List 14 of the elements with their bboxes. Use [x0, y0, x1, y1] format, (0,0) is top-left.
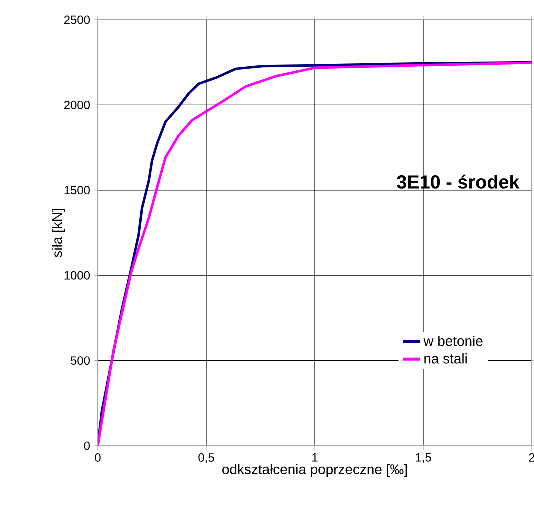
y-tick-label: 500 — [71, 356, 90, 366]
x-tick-label: 0 — [95, 454, 101, 462]
y-axis-title: siła [kN] — [52, 209, 66, 258]
x-tick-label: 1 — [312, 454, 318, 462]
x-tick-label: 1,5 — [416, 454, 432, 464]
y-tick-label: 2500 — [64, 16, 90, 24]
x-tick-label: 0,5 — [198, 454, 214, 464]
legend-label: w betonie — [424, 336, 483, 346]
y-tick-label: 0 — [84, 442, 90, 450]
legend-label: na stali — [424, 354, 467, 364]
y-tick-label: 2000 — [64, 100, 90, 110]
y-tick-label: 1000 — [64, 271, 90, 280]
x-axis-title: odkształcenia poprzeczne [‰] — [222, 464, 407, 478]
y-tick-label: 1500 — [64, 186, 90, 195]
